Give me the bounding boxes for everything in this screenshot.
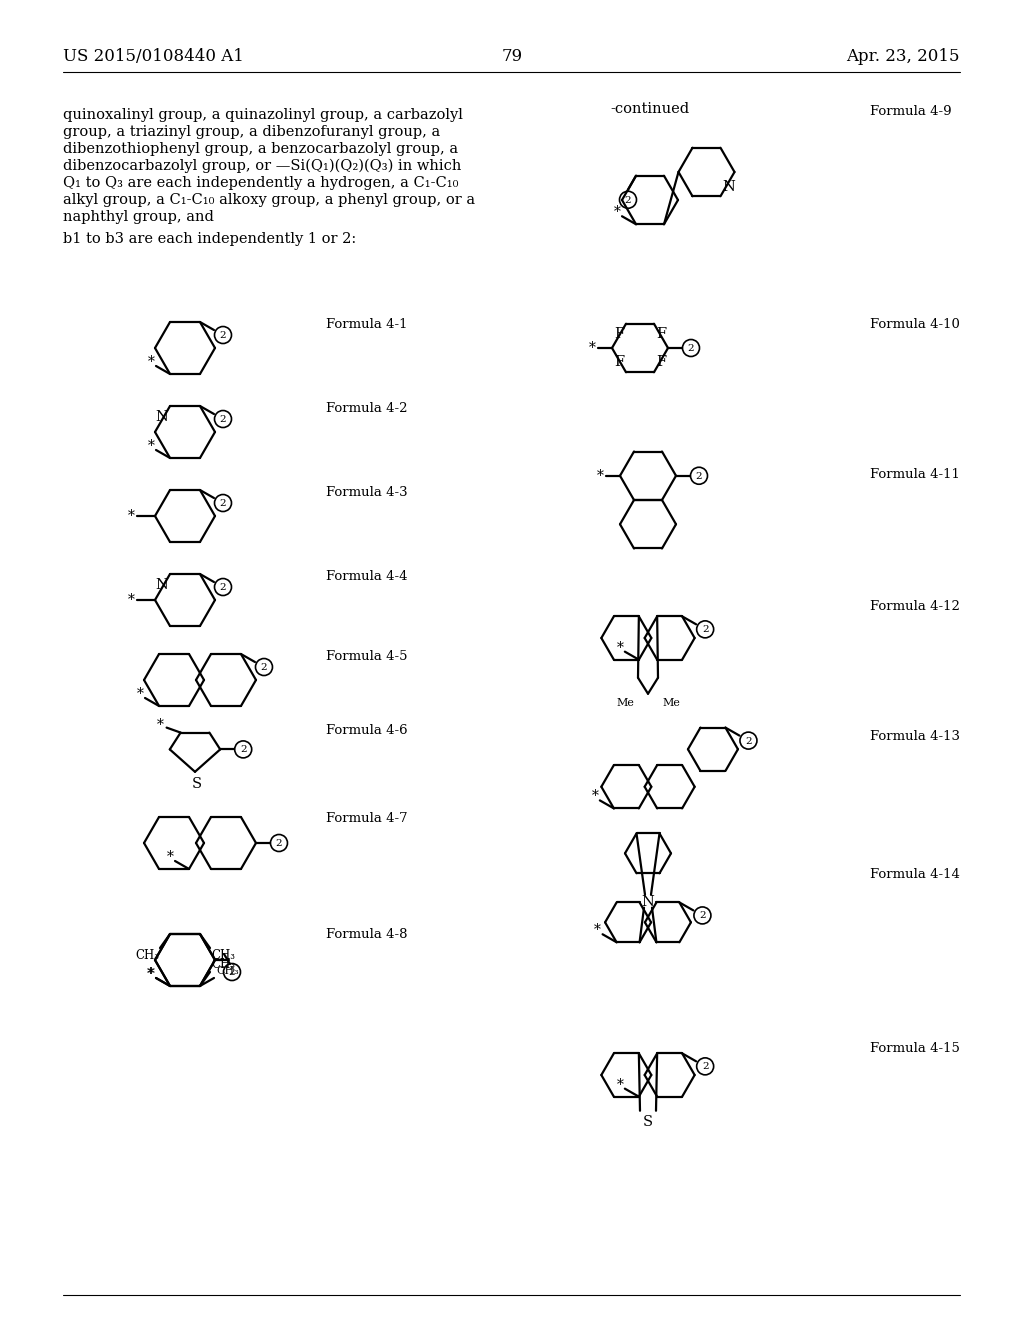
Text: Formula 4-15: Formula 4-15 [870,1041,959,1055]
Text: 2: 2 [701,626,709,635]
Text: 2: 2 [220,499,226,508]
Text: Formula 4-3: Formula 4-3 [326,486,408,499]
Text: Formula 4-4: Formula 4-4 [326,570,408,583]
Text: Formula 4-2: Formula 4-2 [326,403,408,414]
Text: naphthyl group, and: naphthyl group, and [63,210,214,224]
Text: *: * [597,469,603,483]
Text: 2: 2 [688,345,694,352]
Text: 2: 2 [695,471,702,480]
Text: alkyl group, a C₁-C₁₀ alkoxy group, a phenyl group, or a: alkyl group, a C₁-C₁₀ alkoxy group, a ph… [63,193,475,207]
Text: *: * [592,789,598,804]
Text: *: * [128,510,134,523]
Text: N: N [642,895,654,908]
Text: F: F [613,355,624,370]
Text: CH₃: CH₃ [135,949,159,962]
Text: 79: 79 [502,48,522,65]
Text: Formula 4-1: Formula 4-1 [326,318,408,331]
Text: 2: 2 [240,746,247,755]
Text: Formula 4-12: Formula 4-12 [870,601,959,612]
Text: CH₃: CH₃ [211,958,234,972]
Text: Formula 4-13: Formula 4-13 [870,730,961,743]
Text: Formula 4-6: Formula 4-6 [326,723,408,737]
Text: Formula 4-11: Formula 4-11 [870,469,959,480]
Text: F: F [613,327,624,341]
Text: b1 to b3 are each independently 1 or 2:: b1 to b3 are each independently 1 or 2: [63,232,356,246]
Text: 2: 2 [228,968,236,977]
Text: 2: 2 [261,663,267,672]
Text: Formula 4-5: Formula 4-5 [326,649,408,663]
Text: *: * [167,850,173,865]
Text: Q₁ to Q₃ are each independently a hydrogen, a C₁-C₁₀: Q₁ to Q₃ are each independently a hydrog… [63,176,459,190]
Text: US 2015/0108440 A1: US 2015/0108440 A1 [63,48,244,65]
Text: Me: Me [662,698,680,708]
Text: 2: 2 [699,911,706,920]
Text: CH₃: CH₃ [216,966,239,975]
Text: *: * [136,686,143,701]
Text: dibenzocarbazolyl group, or —Si(Q₁)(Q₂)(Q₃) in which: dibenzocarbazolyl group, or —Si(Q₁)(Q₂)(… [63,158,462,173]
Text: *: * [616,1077,624,1092]
Text: F: F [656,327,667,341]
Text: 2: 2 [220,583,226,591]
Text: *: * [147,440,155,453]
Text: group, a triazinyl group, a dibenzofuranyl group, a: group, a triazinyl group, a dibenzofuran… [63,125,440,139]
Text: Formula 4-9: Formula 4-9 [870,106,951,117]
Text: CH₃: CH₃ [211,949,234,962]
Text: *: * [128,593,134,607]
Text: Me: Me [616,698,634,708]
Text: *: * [616,640,624,655]
Text: N: N [155,411,168,424]
Text: Apr. 23, 2015: Apr. 23, 2015 [847,48,961,65]
Text: *: * [613,205,621,219]
Text: *: * [147,968,155,981]
Text: *: * [589,341,595,355]
Text: S: S [643,1115,653,1129]
Text: N: N [723,181,735,194]
Text: *: * [594,923,601,937]
Text: F: F [656,355,667,370]
Text: Formula 4-7: Formula 4-7 [326,812,408,825]
Text: *: * [146,968,154,981]
Text: N: N [155,578,168,591]
Text: quinoxalinyl group, a quinazolinyl group, a carbazolyl: quinoxalinyl group, a quinazolinyl group… [63,108,463,121]
Text: dibenzothiophenyl group, a benzocarbazolyl group, a: dibenzothiophenyl group, a benzocarbazol… [63,143,458,156]
Text: 2: 2 [220,414,226,424]
Text: 2: 2 [701,1063,709,1072]
Text: *: * [157,718,164,731]
Text: 2: 2 [625,195,632,205]
Text: *: * [147,355,155,370]
Text: -continued: -continued [610,102,689,116]
Text: 2: 2 [275,840,283,847]
Text: Formula 4-14: Formula 4-14 [870,869,959,880]
Text: 2: 2 [220,331,226,341]
Text: S: S [191,776,202,791]
Text: 2: 2 [745,737,752,746]
Text: Formula 4-10: Formula 4-10 [870,318,959,331]
Text: Formula 4-8: Formula 4-8 [326,928,408,941]
